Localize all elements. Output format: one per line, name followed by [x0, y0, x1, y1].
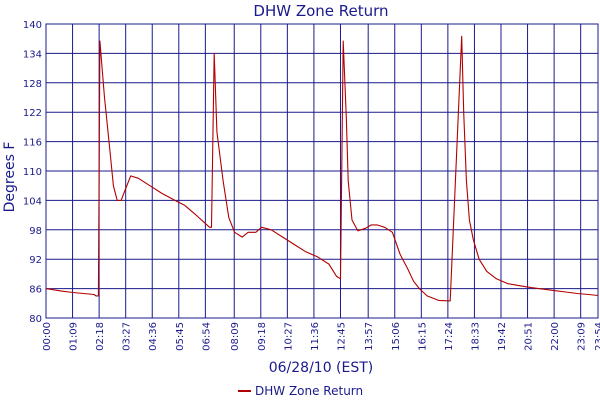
x-tick-label: 16:15 [417, 322, 428, 351]
x-tick-label: 04:36 [148, 322, 159, 351]
chart-title: DHW Zone Return [253, 2, 388, 20]
x-tick-label: 12:45 [336, 322, 347, 351]
y-tick-label: 116 [23, 138, 42, 149]
y-tick-label: 104 [23, 196, 42, 207]
x-tick-label: 06:54 [201, 322, 212, 351]
x-axis-label: 06/28/10 (EST) [269, 360, 374, 376]
y-tick-label: 80 [29, 314, 42, 325]
x-tick-label: 11:36 [310, 322, 321, 351]
y-tick-label: 122 [23, 108, 42, 119]
x-tick-label: 23:09 [577, 322, 588, 351]
x-tick-label: 00:00 [42, 322, 53, 351]
legend: DHW Zone Return [238, 384, 363, 398]
plot-frame [45, 23, 599, 319]
x-tick-label: 22:00 [550, 322, 561, 351]
y-axis-ticks: 80 86 92 98 104 110 116 122 128 134 140 [23, 20, 42, 325]
x-tick-label: 03:27 [122, 322, 133, 351]
x-tick-label: 10:27 [283, 322, 294, 351]
x-tick-label: 15:06 [391, 322, 402, 351]
x-tick-label: 05:45 [175, 322, 186, 351]
x-tick-label: 01:09 [69, 322, 80, 351]
series-line-dhw-zone-return [45, 35, 599, 302]
y-tick-label: 86 [29, 285, 42, 296]
x-tick-label: 17:24 [444, 322, 455, 351]
legend-label: DHW Zone Return [255, 384, 363, 398]
x-tick-label: 18:33 [470, 322, 481, 351]
y-tick-label: 128 [23, 79, 42, 90]
y-tick-label: 98 [29, 226, 42, 237]
y-axis-label: Degrees F [2, 142, 18, 213]
x-tick-label: 02:18 [95, 322, 106, 351]
x-tick-label: 19:42 [497, 322, 508, 351]
y-tick-label: 110 [23, 167, 42, 178]
x-axis-ticks: 00:00 01:09 02:18 03:27 04:36 05:45 06:54 08:09… [42, 322, 600, 351]
x-tick-label: 23:54 [594, 322, 600, 351]
y-tick-label: 134 [23, 49, 42, 60]
y-tick-label: 140 [23, 20, 42, 31]
x-tick-label: 09:18 [257, 322, 268, 351]
y-tick-label: 92 [29, 255, 42, 266]
x-tick-label: 20:51 [524, 322, 535, 351]
x-tick-label: 13:57 [364, 322, 375, 351]
x-tick-label: 08:09 [230, 322, 241, 351]
